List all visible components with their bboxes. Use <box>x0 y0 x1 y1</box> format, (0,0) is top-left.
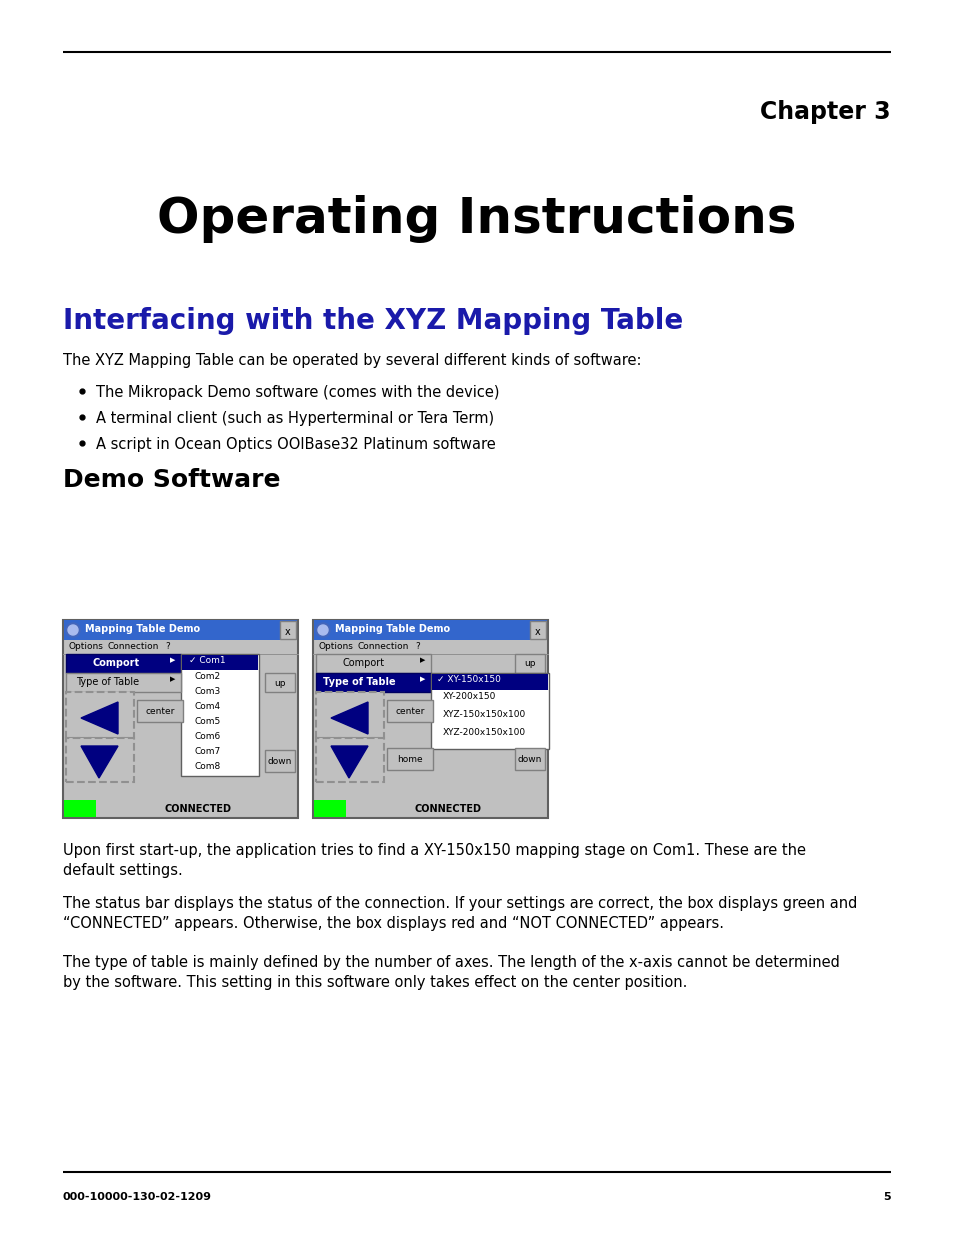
Bar <box>66 673 181 692</box>
Text: XY-200x150: XY-200x150 <box>442 692 496 701</box>
Text: ▶: ▶ <box>170 676 175 682</box>
Circle shape <box>315 622 330 637</box>
Bar <box>313 620 547 818</box>
Bar <box>432 674 547 690</box>
Circle shape <box>317 625 328 635</box>
Text: Operating Instructions: Operating Instructions <box>157 195 796 243</box>
Bar <box>315 673 431 692</box>
Text: Connection: Connection <box>108 642 159 651</box>
Text: x: x <box>535 627 540 637</box>
Bar <box>265 673 294 692</box>
Bar <box>66 692 133 739</box>
Text: XYZ-200x150x100: XYZ-200x150x100 <box>442 727 525 737</box>
Text: Com2: Com2 <box>194 672 221 680</box>
Bar <box>515 655 544 673</box>
Text: up: up <box>524 659 536 668</box>
Bar <box>314 620 546 640</box>
Text: 5: 5 <box>882 1192 890 1202</box>
Bar <box>431 673 548 748</box>
Bar <box>315 655 431 673</box>
Bar <box>64 800 96 818</box>
Text: down: down <box>268 757 292 766</box>
Text: Com6: Com6 <box>194 732 221 741</box>
Bar <box>63 620 297 818</box>
Bar <box>315 739 384 782</box>
Text: Options: Options <box>69 642 104 651</box>
Text: Mapping Table Demo: Mapping Table Demo <box>335 624 450 634</box>
Text: center: center <box>395 706 424 715</box>
Bar <box>387 748 433 769</box>
Bar <box>66 655 181 673</box>
Text: The Mikropack Demo software (comes with the device): The Mikropack Demo software (comes with … <box>96 385 499 400</box>
Text: A script in Ocean Optics OOIBase32 Platinum software: A script in Ocean Optics OOIBase32 Plati… <box>96 437 496 452</box>
Text: x: x <box>285 627 291 637</box>
Polygon shape <box>331 746 368 778</box>
Text: Chapter 3: Chapter 3 <box>760 100 890 124</box>
Bar <box>181 655 258 776</box>
Text: Demo Software: Demo Software <box>63 468 280 492</box>
Text: Com4: Com4 <box>194 701 221 711</box>
Text: Com8: Com8 <box>194 762 221 771</box>
Text: ▶: ▶ <box>419 657 425 663</box>
Text: Type of Table: Type of Table <box>76 677 139 687</box>
Bar <box>530 621 545 638</box>
Text: 000-10000-130-02-1209: 000-10000-130-02-1209 <box>63 1192 212 1202</box>
Text: CONNECTED: CONNECTED <box>164 804 232 814</box>
Bar <box>280 621 295 638</box>
Polygon shape <box>331 701 368 734</box>
Text: Comport: Comport <box>343 658 385 668</box>
Text: ?: ? <box>415 642 419 651</box>
Text: center: center <box>145 706 174 715</box>
Text: The type of table is mainly defined by the number of axes. The length of the x-a: The type of table is mainly defined by t… <box>63 955 839 989</box>
Text: down: down <box>517 755 541 763</box>
Text: The status bar displays the status of the connection. If your settings are corre: The status bar displays the status of th… <box>63 897 857 931</box>
Polygon shape <box>81 701 118 734</box>
Text: Connection: Connection <box>357 642 409 651</box>
Bar <box>387 700 433 722</box>
Text: Com7: Com7 <box>194 747 221 756</box>
Polygon shape <box>81 746 118 778</box>
Text: ▶: ▶ <box>170 657 175 663</box>
Bar <box>314 800 346 818</box>
Bar <box>515 748 544 769</box>
Text: ✓ Com1: ✓ Com1 <box>189 656 226 664</box>
Text: Interfacing with the XYZ Mapping Table: Interfacing with the XYZ Mapping Table <box>63 308 682 335</box>
Text: Type of Table: Type of Table <box>323 677 395 687</box>
Bar <box>66 739 133 782</box>
Bar <box>137 700 183 722</box>
Bar <box>315 692 384 739</box>
Text: CONNECTED: CONNECTED <box>414 804 481 814</box>
Text: ?: ? <box>165 642 170 651</box>
Bar <box>265 750 294 772</box>
Text: up: up <box>274 678 286 688</box>
Text: Options: Options <box>318 642 354 651</box>
Text: Mapping Table Demo: Mapping Table Demo <box>85 624 200 634</box>
Bar <box>182 655 257 671</box>
Text: The XYZ Mapping Table can be operated by several different kinds of software:: The XYZ Mapping Table can be operated by… <box>63 353 640 368</box>
Text: ✓ XY-150x150: ✓ XY-150x150 <box>436 676 500 684</box>
Text: Com5: Com5 <box>194 718 221 726</box>
Text: A terminal client (such as Hyperterminal or Tera Term): A terminal client (such as Hyperterminal… <box>96 411 494 426</box>
Bar <box>64 620 296 640</box>
Text: home: home <box>396 755 422 763</box>
Text: ▶: ▶ <box>419 676 425 682</box>
Circle shape <box>66 622 80 637</box>
Text: Upon first start-up, the application tries to find a XY-150x150 mapping stage on: Upon first start-up, the application tri… <box>63 844 805 878</box>
Text: XYZ-150x150x100: XYZ-150x150x100 <box>442 710 526 719</box>
Text: Comport: Comport <box>92 658 140 668</box>
Text: Com3: Com3 <box>194 687 221 697</box>
Circle shape <box>68 625 78 635</box>
